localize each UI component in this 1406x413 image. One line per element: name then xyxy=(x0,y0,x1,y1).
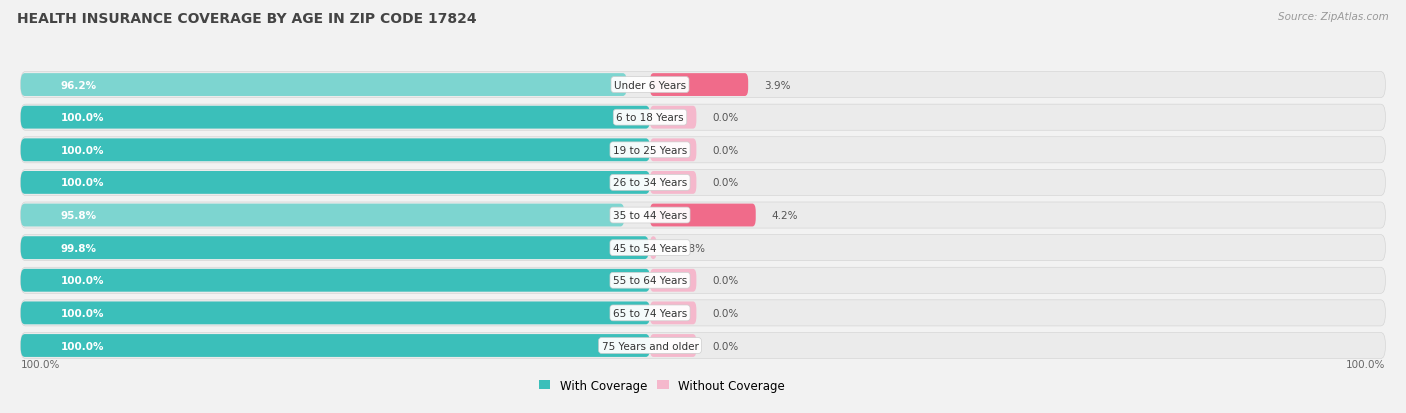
Text: Source: ZipAtlas.com: Source: ZipAtlas.com xyxy=(1278,12,1389,22)
Text: 100.0%: 100.0% xyxy=(1346,359,1385,369)
FancyBboxPatch shape xyxy=(21,105,1385,131)
Text: 100.0%: 100.0% xyxy=(60,178,104,188)
Text: 0.0%: 0.0% xyxy=(713,308,738,318)
FancyBboxPatch shape xyxy=(650,171,696,195)
FancyBboxPatch shape xyxy=(21,171,650,195)
Text: 3.9%: 3.9% xyxy=(763,81,790,90)
Text: 0.0%: 0.0% xyxy=(713,145,738,155)
Text: 55 to 64 Years: 55 to 64 Years xyxy=(613,275,688,285)
Text: 0.18%: 0.18% xyxy=(672,243,706,253)
Text: 0.0%: 0.0% xyxy=(713,275,738,285)
FancyBboxPatch shape xyxy=(21,204,624,227)
FancyBboxPatch shape xyxy=(650,74,748,97)
Text: HEALTH INSURANCE COVERAGE BY AGE IN ZIP CODE 17824: HEALTH INSURANCE COVERAGE BY AGE IN ZIP … xyxy=(17,12,477,26)
FancyBboxPatch shape xyxy=(21,302,650,325)
Text: 65 to 74 Years: 65 to 74 Years xyxy=(613,308,688,318)
Text: 0.0%: 0.0% xyxy=(713,341,738,351)
Text: 100.0%: 100.0% xyxy=(60,275,104,285)
FancyBboxPatch shape xyxy=(21,72,1385,98)
Text: 4.2%: 4.2% xyxy=(772,211,799,221)
FancyBboxPatch shape xyxy=(21,237,648,259)
Text: 0.0%: 0.0% xyxy=(713,113,738,123)
FancyBboxPatch shape xyxy=(650,107,696,129)
Text: 96.2%: 96.2% xyxy=(60,81,97,90)
Text: 100.0%: 100.0% xyxy=(60,308,104,318)
FancyBboxPatch shape xyxy=(21,332,1385,358)
FancyBboxPatch shape xyxy=(21,138,1385,164)
Text: Under 6 Years: Under 6 Years xyxy=(614,81,686,90)
Text: 35 to 44 Years: 35 to 44 Years xyxy=(613,211,688,221)
Text: 100.0%: 100.0% xyxy=(60,113,104,123)
Text: 6 to 18 Years: 6 to 18 Years xyxy=(616,113,683,123)
Text: 75 Years and older: 75 Years and older xyxy=(602,341,699,351)
Text: 45 to 54 Years: 45 to 54 Years xyxy=(613,243,688,253)
FancyBboxPatch shape xyxy=(21,334,650,357)
FancyBboxPatch shape xyxy=(650,302,696,325)
Text: 100.0%: 100.0% xyxy=(60,341,104,351)
Text: 0.0%: 0.0% xyxy=(713,178,738,188)
Text: 100.0%: 100.0% xyxy=(21,359,60,369)
Text: 95.8%: 95.8% xyxy=(60,211,97,221)
FancyBboxPatch shape xyxy=(21,139,650,162)
FancyBboxPatch shape xyxy=(650,334,696,357)
FancyBboxPatch shape xyxy=(21,74,627,97)
FancyBboxPatch shape xyxy=(21,300,1385,326)
FancyBboxPatch shape xyxy=(21,235,1385,261)
Text: 99.8%: 99.8% xyxy=(60,243,97,253)
FancyBboxPatch shape xyxy=(21,268,1385,294)
Text: 100.0%: 100.0% xyxy=(60,145,104,155)
FancyBboxPatch shape xyxy=(650,269,696,292)
FancyBboxPatch shape xyxy=(21,269,650,292)
FancyBboxPatch shape xyxy=(650,237,657,259)
FancyBboxPatch shape xyxy=(21,107,650,129)
Legend: With Coverage, Without Coverage: With Coverage, Without Coverage xyxy=(538,379,785,392)
Text: 19 to 25 Years: 19 to 25 Years xyxy=(613,145,688,155)
FancyBboxPatch shape xyxy=(650,139,696,162)
FancyBboxPatch shape xyxy=(21,170,1385,196)
FancyBboxPatch shape xyxy=(650,204,756,227)
FancyBboxPatch shape xyxy=(21,202,1385,228)
Text: 26 to 34 Years: 26 to 34 Years xyxy=(613,178,688,188)
